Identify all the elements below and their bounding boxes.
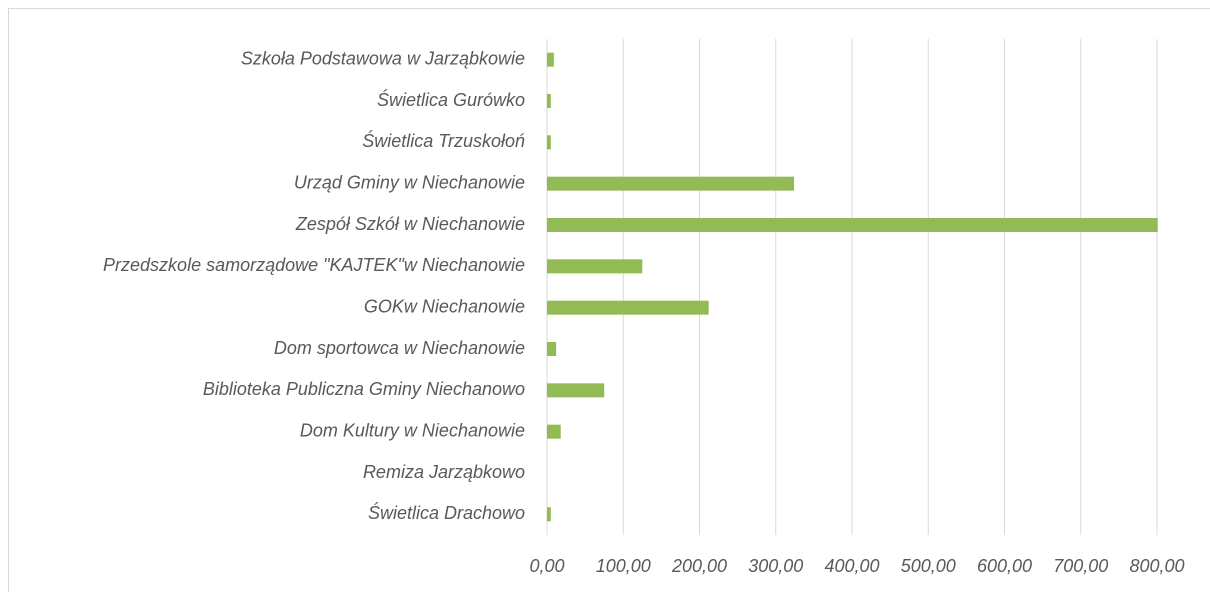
x-tick-label: 700,00 bbox=[1053, 556, 1108, 576]
y-tick-label: GOKw Niechanowie bbox=[364, 296, 525, 316]
x-tick-label: 0,00 bbox=[529, 556, 564, 576]
y-tick-label: Remiza Jarząbkowo bbox=[363, 462, 525, 482]
bar bbox=[547, 300, 709, 315]
y-tick-label: Świetlica Drachowo bbox=[368, 502, 525, 523]
bar bbox=[547, 176, 795, 191]
chart-border bbox=[8, 8, 1210, 592]
bar bbox=[547, 259, 643, 274]
x-tick-label: 100,00 bbox=[596, 556, 651, 576]
x-tick-label: 300,00 bbox=[748, 556, 803, 576]
y-tick-label: Przedszkole samorządowe "KAJTEK"w Niecha… bbox=[103, 255, 525, 275]
x-tick-label: 500,00 bbox=[901, 556, 956, 576]
y-tick-label: Świetlica Gurówko bbox=[377, 89, 525, 110]
x-tick-label: 200,00 bbox=[671, 556, 727, 576]
bar bbox=[547, 342, 557, 356]
bar bbox=[547, 94, 551, 108]
bar bbox=[547, 52, 554, 67]
bar bbox=[547, 507, 551, 522]
bar bbox=[547, 383, 605, 398]
y-tick-label: Dom sportowca w Niechanowie bbox=[274, 338, 525, 358]
y-tick-label: Zespół Szkół w Niechanowie bbox=[295, 214, 525, 234]
y-tick-label: Dom Kultury w Niechanowie bbox=[300, 420, 525, 440]
bar bbox=[547, 218, 1158, 232]
bar bbox=[547, 135, 551, 150]
bar bbox=[547, 424, 561, 439]
y-tick-label: Szkoła Podstawowa w Jarząbkowie bbox=[241, 48, 525, 68]
x-tick-label: 400,00 bbox=[824, 556, 879, 576]
x-tick-label: 800,00 bbox=[1129, 556, 1184, 576]
y-tick-label: Świetlica Trzuskołoń bbox=[362, 130, 525, 151]
y-tick-label: Biblioteka Publiczna Gminy Niechanowo bbox=[203, 379, 525, 399]
y-tick-label: Urząd Gminy w Niechanowie bbox=[294, 172, 525, 192]
x-tick-label: 600,00 bbox=[977, 556, 1032, 576]
